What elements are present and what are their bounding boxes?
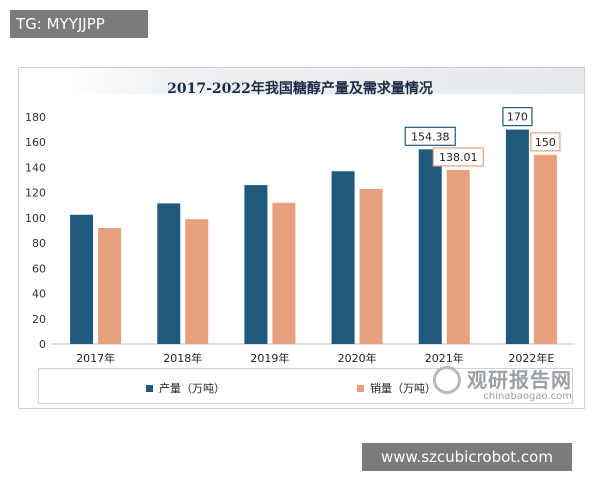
brand-logo-icon (433, 366, 461, 394)
bar-output (157, 203, 181, 344)
data-label: 154.38 (411, 130, 450, 143)
data-label-box (432, 147, 484, 167)
legend-label-sales: 销量（万吨） (370, 382, 436, 395)
data-label: 150 (535, 136, 556, 149)
bar-output (418, 149, 442, 344)
bar-output (331, 171, 355, 344)
x-tick-label: 2022年E (508, 351, 554, 365)
y-tick-label: 100 (25, 212, 46, 225)
brand-watermark: 观研报告网 chinabaogao.com (433, 364, 572, 402)
brand-name: 观研报告网 (467, 368, 572, 392)
data-label-box (404, 126, 456, 146)
brand-domain: chinabaogao.com (483, 391, 572, 402)
chart-title: 2017-2022年我国糖醇产量及需求量情况 (167, 81, 433, 97)
x-tick-label: 2018年 (163, 351, 202, 365)
bar-output (505, 129, 529, 344)
site-label: www.szcubicrobot.com (362, 443, 572, 471)
bar-output (244, 185, 268, 344)
y-tick-label: 40 (32, 288, 46, 301)
watermark-tag: TG: MYYJJPP (10, 10, 148, 38)
y-tick-label: 60 (32, 262, 46, 275)
bar-sales (359, 188, 383, 344)
legend-swatch-output (146, 384, 153, 392)
data-label-box (530, 132, 561, 152)
bar-sales (98, 227, 122, 344)
data-label-box (502, 107, 533, 127)
legend: 产量（万吨） 销量（万吨） (38, 368, 573, 404)
bar-output (70, 214, 94, 344)
data-label: 138.01 (439, 151, 478, 164)
y-tick-label: 120 (25, 187, 46, 200)
bar-sales (533, 154, 557, 344)
y-tick-label: 20 (32, 313, 46, 326)
bar-sales (185, 219, 209, 344)
y-tick-label: 140 (25, 161, 46, 174)
y-tick-label: 160 (25, 136, 46, 149)
data-label: 170 (507, 111, 528, 124)
x-tick-label: 2017年 (76, 351, 115, 365)
y-tick-label: 80 (32, 237, 46, 250)
legend-item-output: 产量（万吨） (146, 380, 225, 396)
x-tick-label: 2019年 (250, 351, 289, 365)
x-tick-label: 2020年 (338, 351, 377, 365)
legend-item-sales: 销量（万吨） (357, 380, 436, 396)
legend-swatch-sales (357, 384, 364, 392)
bar-sales (272, 202, 296, 344)
x-tick-label: 2021年 (425, 351, 464, 365)
legend-label-output: 产量（万吨） (159, 382, 225, 395)
y-tick-label: 180 (25, 111, 46, 124)
y-tick-label: 0 (39, 338, 46, 351)
bar-sales (446, 169, 470, 344)
title-band (67, 68, 584, 94)
